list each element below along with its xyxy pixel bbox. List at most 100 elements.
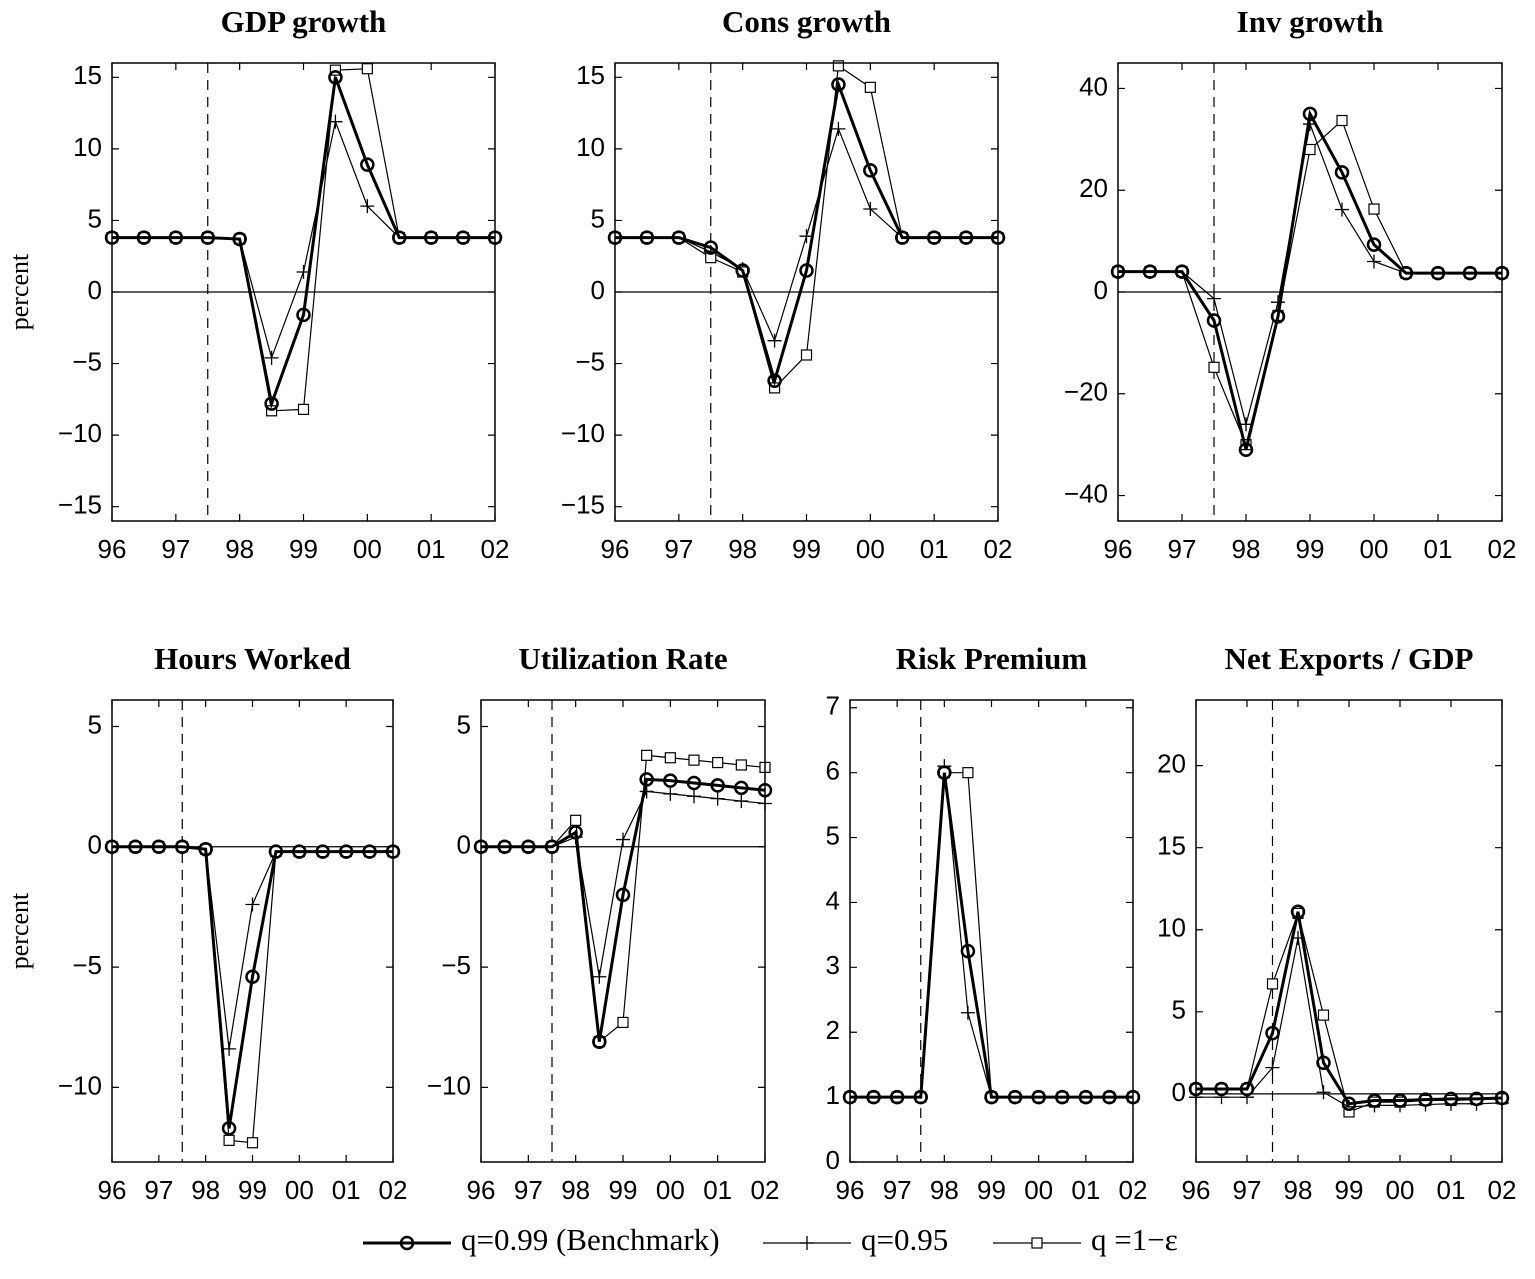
x-tick-label: 99 xyxy=(289,534,318,564)
x-tick-label: 00 xyxy=(656,1175,685,1205)
y-tick-label: −10 xyxy=(561,418,605,448)
marker xyxy=(962,767,974,779)
y-tick-label: 0 xyxy=(826,1145,840,1175)
marker xyxy=(671,230,687,245)
x-tick-label: 00 xyxy=(353,534,382,564)
marker xyxy=(315,844,330,859)
marker xyxy=(984,1089,999,1105)
x-tick-label: 96 xyxy=(1104,534,1133,564)
marker xyxy=(296,307,311,323)
marker xyxy=(735,263,750,278)
series-line xyxy=(615,78,998,387)
x-tick-label: 99 xyxy=(977,1175,1006,1205)
marker xyxy=(735,759,747,771)
marker xyxy=(264,396,279,411)
plot-area xyxy=(112,700,393,1162)
marker xyxy=(1418,1092,1433,1107)
x-tick-label: 00 xyxy=(1024,1175,1053,1205)
x-tick-label: 99 xyxy=(792,534,821,564)
y-tick-label: −10 xyxy=(58,418,102,448)
marker xyxy=(799,263,814,278)
marker xyxy=(175,839,190,855)
marker xyxy=(866,1089,881,1105)
marker xyxy=(521,839,536,855)
y-axis-label: percent xyxy=(5,892,34,969)
marker xyxy=(128,839,143,855)
marker xyxy=(1316,1055,1331,1070)
marker xyxy=(1208,361,1220,373)
x-tick-label: 01 xyxy=(703,1175,732,1205)
marker xyxy=(1334,165,1350,180)
marker xyxy=(1206,313,1222,328)
marker xyxy=(832,60,845,72)
x-tick-label: 99 xyxy=(238,1175,267,1205)
x-tick-label: 97 xyxy=(664,534,693,564)
axes-box xyxy=(111,62,496,522)
marker xyxy=(222,1041,237,1056)
y-tick-label: −5 xyxy=(575,346,605,376)
legend: q=0.99 (Benchmark) q=0.95 q =1−ε xyxy=(363,1222,1178,1257)
marker xyxy=(687,789,701,804)
axes-box xyxy=(614,62,999,522)
marker xyxy=(1290,904,1306,919)
x-tick-label: 97 xyxy=(161,534,190,564)
marker xyxy=(297,403,310,415)
subplot: Inv growth 96 97 98 99 00 01 02 −40 −20 0 20 40 xyxy=(1064,4,1517,564)
y-tick-label: 10 xyxy=(1157,913,1186,943)
x-tick-label: 97 xyxy=(1168,534,1197,564)
marker xyxy=(1007,1089,1023,1105)
y-tick-label: 5 xyxy=(88,709,102,739)
marker xyxy=(1102,1089,1117,1105)
x-tick-label: 97 xyxy=(144,1175,173,1205)
marker xyxy=(831,121,846,136)
x-tick-label: 02 xyxy=(751,1175,780,1205)
marker xyxy=(1367,254,1381,269)
marker xyxy=(960,1005,975,1020)
y-tick-label: 15 xyxy=(576,60,605,90)
marker xyxy=(960,943,976,959)
marker xyxy=(246,1137,259,1149)
marker xyxy=(1392,1093,1408,1108)
y-tick-label: 4 xyxy=(826,885,840,915)
subplot-title: Utilization Rate xyxy=(518,641,727,676)
marker xyxy=(1078,1089,1094,1105)
subplot-title: Inv growth xyxy=(1237,4,1384,39)
marker xyxy=(328,70,343,85)
series-line xyxy=(112,76,495,410)
x-tick-label: 00 xyxy=(1360,534,1389,564)
axes-box xyxy=(849,699,1134,1163)
marker xyxy=(1055,1089,1070,1105)
marker xyxy=(264,350,279,365)
marker xyxy=(889,1089,905,1105)
marker xyxy=(1214,1081,1229,1097)
marker xyxy=(641,749,653,761)
marker xyxy=(1207,291,1221,306)
y-tick-label: 2 xyxy=(826,1015,840,1045)
series-line xyxy=(112,845,393,1129)
axes-box xyxy=(111,699,394,1163)
y-axis-label: percent xyxy=(5,253,34,330)
x-tick-label: 97 xyxy=(1233,1175,1262,1205)
marker xyxy=(1366,237,1382,252)
x-tick-label: 02 xyxy=(1488,1175,1517,1205)
marker xyxy=(639,230,655,245)
y-tick-label: 15 xyxy=(73,60,102,90)
series-line xyxy=(850,772,1133,1099)
marker xyxy=(1270,309,1286,324)
x-tick-label: 01 xyxy=(1071,1175,1100,1205)
marker xyxy=(292,844,307,859)
marker xyxy=(1031,1089,1046,1105)
subplot-title: Net Exports / GDP xyxy=(1225,641,1474,676)
subplot-title: Hours Worked xyxy=(154,641,351,676)
marker xyxy=(1462,265,1478,281)
marker xyxy=(245,969,260,984)
x-tick-label: 02 xyxy=(1488,534,1517,564)
marker xyxy=(663,773,678,788)
plot-area xyxy=(850,700,1133,1162)
marker xyxy=(1265,1060,1280,1075)
x-tick-label: 96 xyxy=(836,1175,865,1205)
marker xyxy=(664,752,676,764)
marker xyxy=(1238,442,1254,458)
x-tick-label: 96 xyxy=(98,1175,127,1205)
marker xyxy=(136,230,152,245)
